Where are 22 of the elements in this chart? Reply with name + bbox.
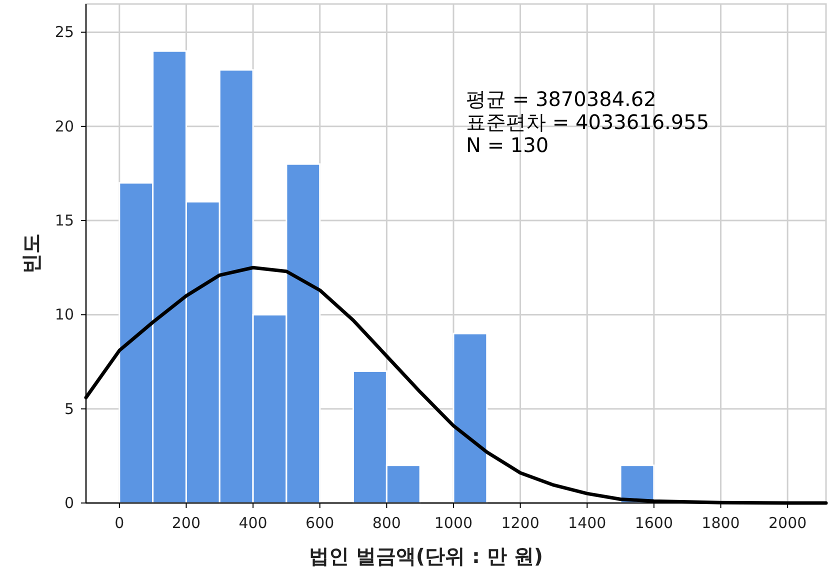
y-tick-label: 0 <box>64 494 74 512</box>
x-tick-label: 1800 <box>702 514 740 532</box>
x-tick-label: 600 <box>306 514 334 532</box>
x-tick-label: 0 <box>114 514 124 532</box>
x-tick-label: 200 <box>172 514 201 532</box>
x-tick-label: 1600 <box>634 514 674 532</box>
annotation: 평균 = 3870384.62 <box>466 87 656 111</box>
x-tick-label: 2000 <box>768 514 807 532</box>
x-axis-title: 법인 벌금액(단위 : 만 원) <box>308 544 544 568</box>
y-tick-label: 20 <box>54 117 74 136</box>
annotation: 표준편차 = 4033616.955 <box>466 110 710 134</box>
y-tick-label: 10 <box>54 306 74 324</box>
y-axis-title: 빈도 <box>19 234 43 274</box>
x-tick-label: 400 <box>238 514 268 532</box>
y-tick-label: 25 <box>54 23 74 42</box>
x-tick-label: 800 <box>372 514 401 532</box>
y-tick-label: 5 <box>64 400 74 418</box>
x-tick-label: 1400 <box>568 514 606 532</box>
x-tick-label: 1200 <box>501 514 540 532</box>
x-tick-label: 1000 <box>434 514 473 532</box>
y-tick-label: 15 <box>54 212 74 230</box>
annotation: N = 130 <box>466 133 549 157</box>
